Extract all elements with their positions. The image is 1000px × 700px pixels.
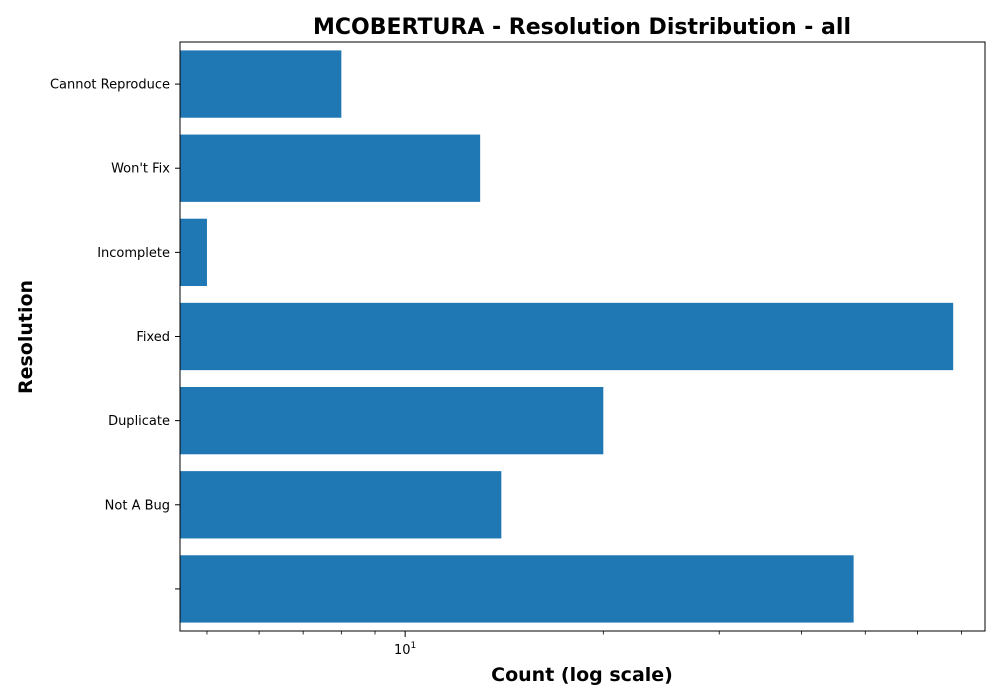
y-tick-label: Duplicate <box>108 414 170 429</box>
plot-area-frame <box>179 41 986 632</box>
bar-unlabeled <box>180 555 854 623</box>
y-axis-label: Resolution <box>15 280 37 394</box>
y-axis-ticks: Not A Bug Duplicate Fixed Incomplete Won't F… <box>50 78 180 590</box>
bar-duplicate <box>180 386 604 455</box>
bar-cannot-reproduce <box>180 50 342 118</box>
y-tick-label: Fixed <box>136 330 170 345</box>
x-tick-label: 101 <box>394 641 416 658</box>
y-tick-label: Incomplete <box>97 246 170 261</box>
x-axis-ticks: 101 <box>206 631 962 658</box>
y-tick-label: Cannot Reproduce <box>50 78 170 93</box>
chart-title: MCOBERTURA - Resolution Distribution - a… <box>313 15 851 40</box>
x-axis-label: Count (log scale) <box>491 664 673 686</box>
bar-incomplete <box>180 218 207 287</box>
bar-won-t-fix <box>180 134 481 202</box>
y-tick-label: Not A Bug <box>105 498 170 513</box>
bar-fixed <box>180 302 954 371</box>
bars-group <box>180 50 954 623</box>
bar-not-a-bug <box>180 471 502 539</box>
y-tick-label: Won't Fix <box>111 162 170 177</box>
